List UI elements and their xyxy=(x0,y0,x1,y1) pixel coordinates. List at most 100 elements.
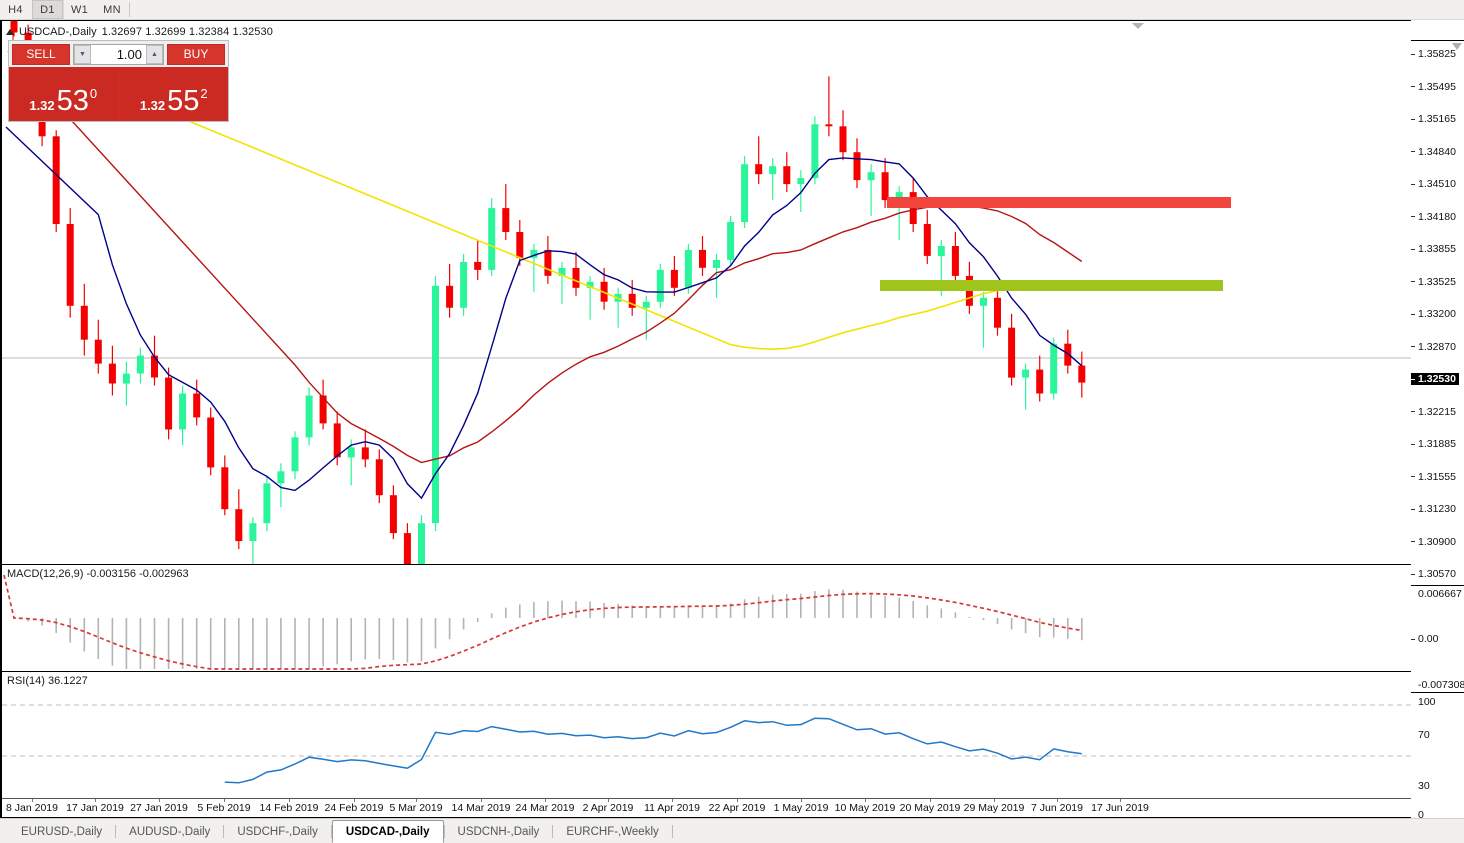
buy-button[interactable]: BUY xyxy=(167,43,225,65)
chevron-up-icon: ▲ xyxy=(151,50,158,58)
volume-increment-button[interactable]: ▲ xyxy=(146,44,163,64)
sell-price-display[interactable]: 1.32 53 0 xyxy=(9,67,118,120)
buy-price-fraction: 2 xyxy=(200,86,208,102)
date-tickmark xyxy=(672,799,673,802)
date-tickmark xyxy=(1120,799,1121,802)
price-tick: 1.35825 xyxy=(1411,48,1456,60)
chart-frame: USDCAD-,Daily 1.32697 1.32699 1.32384 1.… xyxy=(0,20,1411,818)
tab-divider xyxy=(115,825,117,838)
macd-pane[interactable]: MACD(12,26,9) -0.003156 -0.002963 xyxy=(2,564,1411,671)
macd-scale-section: 0.006667 0.00 -0.007308 xyxy=(1411,585,1464,692)
date-axis-label: 7 Jun 2019 xyxy=(1031,802,1083,814)
price-scale[interactable]: 1.35825 1.35495 1.35165 1.34840 1.34510 1.341… xyxy=(1411,40,1464,838)
price-tick: 1.35495 xyxy=(1411,81,1456,93)
macd-signal-line xyxy=(3,574,1082,670)
date-axis-label: 24 Feb 2019 xyxy=(324,802,384,814)
timeframe-button-d1[interactable]: D1 xyxy=(32,0,64,19)
rsi-pane[interactable]: RSI(14) 36.1227 xyxy=(2,671,1411,798)
sell-button[interactable]: SELL xyxy=(12,43,70,65)
chart-tab-bar: EURUSD-,Daily AUDUSD-,Daily USDCHF-,Daily U… xyxy=(0,818,1464,843)
date-axis-label: 5 Mar 2019 xyxy=(389,802,443,814)
price-scale-section: 1.35825 1.35495 1.35165 1.34840 1.34510 1.341… xyxy=(1411,41,1464,585)
chart-tab[interactable]: AUDUSD-,Daily xyxy=(129,826,211,838)
date-tickmark xyxy=(608,799,609,802)
scale-handle-icon[interactable] xyxy=(1452,43,1462,50)
price-tick: 1.34180 xyxy=(1411,211,1456,223)
price-tick: 1.31555 xyxy=(1411,471,1456,483)
date-tickmark xyxy=(95,799,96,802)
date-tickmark xyxy=(1057,799,1058,802)
date-axis-label: 17 Jan 2019 xyxy=(66,802,124,814)
timeframe-button-h4[interactable]: H4 xyxy=(8,3,23,16)
date-tickmark xyxy=(801,799,802,802)
resistance-zone-band[interactable] xyxy=(887,197,1231,208)
price-tick: 1.30570 xyxy=(1411,568,1456,580)
price-tick: 1.32870 xyxy=(1411,341,1456,353)
chart-tab[interactable]: USDCHF-,Daily xyxy=(237,826,318,838)
chart-tab[interactable]: EURCHF-,Weekly xyxy=(566,826,659,838)
rsi-tick: 0 xyxy=(1418,809,1424,821)
date-axis-label: 20 May 2019 xyxy=(899,802,961,814)
one-click-trading-panel[interactable]: SELL ▼ 1.00 ▲ BUY 1.32 53 xyxy=(8,40,229,122)
support-zone-band[interactable] xyxy=(880,280,1223,291)
rsi-tick: 100 xyxy=(1418,696,1436,708)
macd-canvas xyxy=(3,574,1083,670)
date-axis-label: 17 Jun 2019 xyxy=(1091,802,1149,814)
price-tick: 1.34510 xyxy=(1411,178,1456,190)
price-tick: 1.31885 xyxy=(1411,438,1456,450)
date-tickmark xyxy=(994,799,995,802)
date-tickmark xyxy=(865,799,866,802)
sell-price-fraction: 0 xyxy=(89,86,98,102)
chart-ohlc-quotes: 1.32697 1.32699 1.32384 1.32530 xyxy=(101,26,273,38)
macd-tick: -0.007308 xyxy=(1418,679,1464,691)
date-tickmark xyxy=(224,799,225,802)
sell-price-main: 53 xyxy=(56,85,89,118)
volume-input[interactable]: 1.00 xyxy=(91,44,146,64)
buy-price-prefix: 1.32 xyxy=(139,98,166,114)
buy-price-display[interactable]: 1.32 55 2 xyxy=(119,67,228,120)
buy-price-main: 55 xyxy=(167,85,200,118)
macd-tick: 0.00 xyxy=(1411,633,1438,645)
date-axis-label: 8 Jan 2019 xyxy=(6,802,58,814)
rsi-label: RSI(14) 36.1227 xyxy=(7,675,88,687)
chevron-down-icon: ▼ xyxy=(79,50,86,58)
timeframe-toolbar: H4 D1 W1 MN xyxy=(0,0,1464,20)
volume-decrement-button[interactable]: ▼ xyxy=(74,44,91,64)
date-tickmark xyxy=(545,799,546,802)
current-price-tick: 1.32530 xyxy=(1411,373,1459,385)
timeframe-button-mn[interactable]: MN xyxy=(103,3,121,16)
toolbar-divider xyxy=(128,2,130,17)
date-axis-label: 11 Apr 2019 xyxy=(644,802,700,814)
volume-stepper[interactable]: ▼ 1.00 ▲ xyxy=(73,43,164,65)
price-pane[interactable] xyxy=(2,21,1411,564)
chart-tab[interactable]: USDCNH-,Daily xyxy=(457,826,540,838)
rsi-scale-section: 100 70 30 0 xyxy=(1411,692,1464,821)
rsi-line xyxy=(224,717,1082,784)
chart-tab-active[interactable]: USDCAD-,Daily xyxy=(331,820,444,843)
date-axis-label: 1 May 2019 xyxy=(773,802,829,814)
date-tickmark xyxy=(32,799,33,802)
chart-scroll-marker-icon xyxy=(1132,23,1144,29)
triangle-up-icon xyxy=(6,29,14,35)
price-chart-canvas xyxy=(2,21,1411,564)
rsi-canvas xyxy=(2,704,1411,784)
date-tickmark xyxy=(159,799,160,802)
tab-divider xyxy=(223,825,225,838)
date-axis-label: 29 May 2019 xyxy=(963,802,1025,814)
macd-tick: 0.006667 xyxy=(1418,588,1462,600)
date-tickmark xyxy=(354,799,355,802)
rsi-tick: 30 xyxy=(1418,780,1430,792)
tab-divider xyxy=(330,825,332,838)
date-tickmark xyxy=(289,799,290,802)
oct-controls-row: SELL ▼ 1.00 ▲ BUY xyxy=(9,41,228,67)
date-axis-label: 27 Jan 2019 xyxy=(130,802,188,814)
date-axis-label: 5 Feb 2019 xyxy=(197,802,251,814)
price-tick: 1.32215 xyxy=(1411,406,1456,418)
ma-fast-line xyxy=(5,126,1083,500)
chart-tab[interactable]: EURUSD-,Daily xyxy=(21,826,103,838)
price-tick: 1.33855 xyxy=(1411,243,1456,255)
timeframe-button-w1[interactable]: W1 xyxy=(71,3,89,16)
macd-histogram xyxy=(27,589,1083,669)
price-tick: 1.34840 xyxy=(1411,146,1456,158)
